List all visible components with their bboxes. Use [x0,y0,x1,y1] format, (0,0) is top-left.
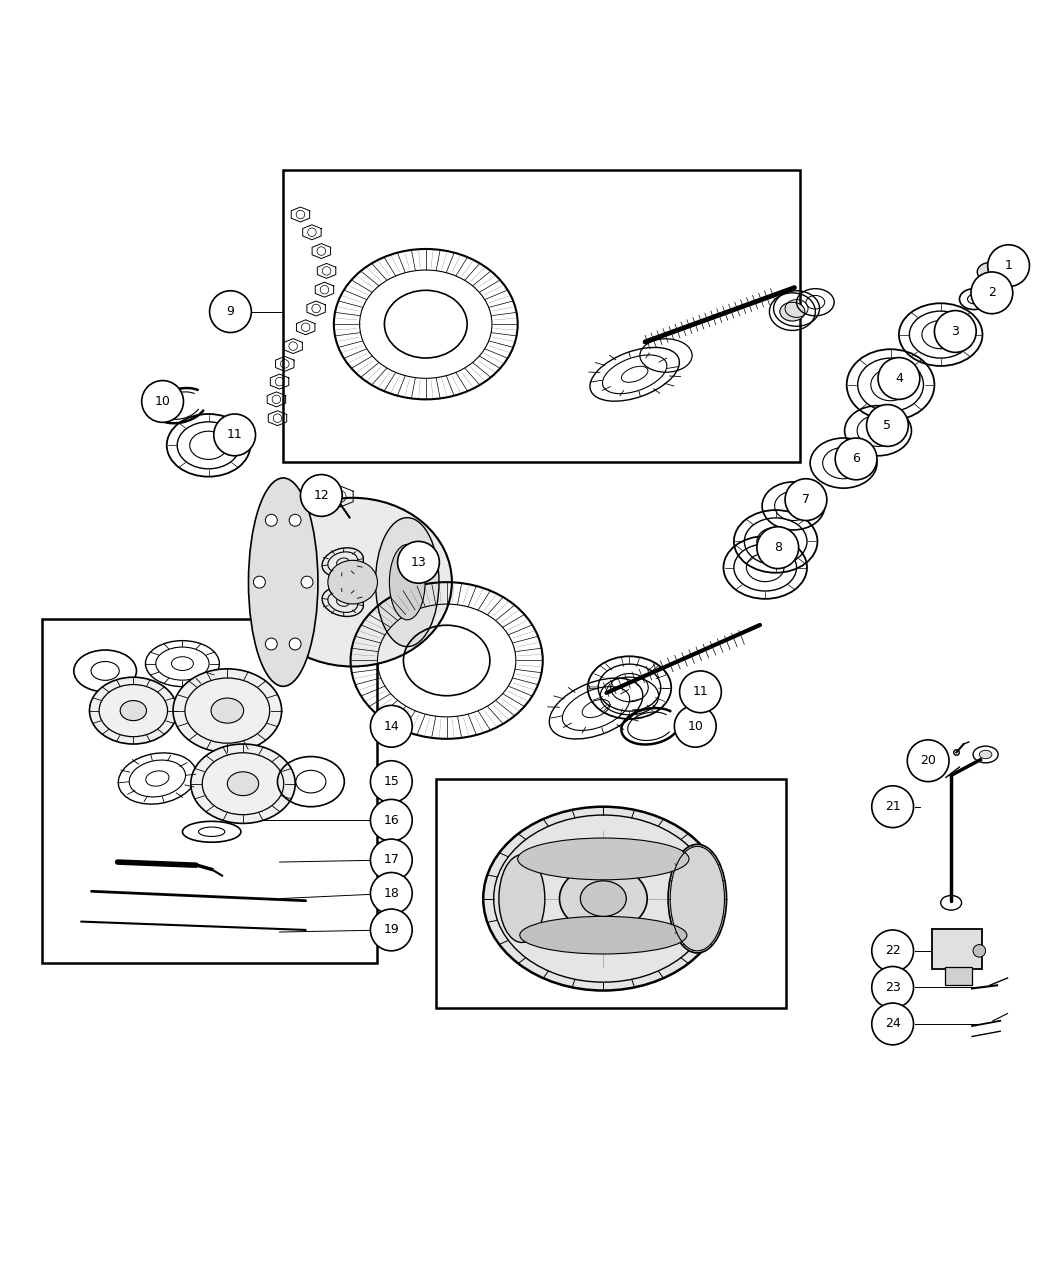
Circle shape [878,357,920,399]
Circle shape [866,404,908,446]
Circle shape [971,272,1013,314]
Text: 4: 4 [895,372,903,385]
Circle shape [872,966,914,1009]
Ellipse shape [483,807,723,991]
Ellipse shape [980,750,992,759]
Text: 5: 5 [883,419,891,432]
Ellipse shape [390,544,425,620]
Text: 14: 14 [383,720,399,733]
Text: 8: 8 [774,541,782,555]
Circle shape [266,514,277,527]
Text: 3: 3 [951,325,960,338]
Text: 7: 7 [802,493,810,506]
Text: 13: 13 [411,556,426,569]
Text: 16: 16 [383,813,399,826]
Circle shape [142,380,184,422]
Circle shape [214,414,255,455]
Circle shape [679,671,721,713]
Circle shape [785,478,826,520]
Circle shape [371,839,413,881]
Ellipse shape [376,518,439,646]
Ellipse shape [499,854,545,942]
Text: 19: 19 [383,923,399,936]
Ellipse shape [328,560,377,604]
Ellipse shape [780,302,805,321]
Circle shape [757,527,799,569]
Circle shape [289,514,301,527]
Text: 1: 1 [1005,259,1012,272]
Text: 11: 11 [693,685,709,699]
Ellipse shape [253,497,452,667]
Ellipse shape [120,700,147,720]
Circle shape [371,909,413,951]
Circle shape [253,576,266,588]
Text: 10: 10 [688,720,704,733]
Ellipse shape [228,771,258,796]
Circle shape [674,705,716,747]
Circle shape [210,291,251,333]
Bar [282,170,800,462]
Circle shape [266,638,277,650]
Ellipse shape [978,263,1003,282]
Text: 12: 12 [314,488,330,502]
Ellipse shape [89,677,177,745]
Text: 22: 22 [885,945,901,958]
Text: 23: 23 [885,980,901,994]
Ellipse shape [520,917,687,954]
Circle shape [907,740,949,782]
Bar [932,929,983,969]
Text: 11: 11 [227,428,243,441]
Bar [42,618,377,964]
Ellipse shape [191,745,295,824]
Bar [436,779,786,1009]
Text: 18: 18 [383,887,399,900]
Ellipse shape [518,838,689,880]
Bar [945,966,972,986]
Text: 9: 9 [227,305,234,319]
Ellipse shape [249,478,318,686]
Circle shape [934,311,976,352]
Text: 20: 20 [920,755,937,768]
Text: 10: 10 [154,395,170,408]
Circle shape [371,872,413,914]
Circle shape [371,761,413,802]
Ellipse shape [581,881,626,917]
Circle shape [398,542,439,583]
Ellipse shape [668,844,727,952]
Circle shape [289,638,301,650]
Ellipse shape [173,669,281,752]
Text: 21: 21 [885,801,901,813]
Circle shape [300,474,342,516]
Circle shape [872,1003,914,1044]
Circle shape [835,439,877,479]
Text: 2: 2 [988,287,995,300]
Text: 17: 17 [383,853,399,867]
Circle shape [988,245,1029,287]
Ellipse shape [973,945,986,958]
Text: 24: 24 [885,1017,901,1030]
Ellipse shape [211,699,244,723]
Circle shape [371,705,413,747]
Circle shape [872,785,914,827]
Text: 15: 15 [383,775,399,788]
Circle shape [872,929,914,972]
Text: 6: 6 [853,453,860,465]
Ellipse shape [560,866,647,932]
Circle shape [301,576,313,588]
Circle shape [371,799,413,842]
